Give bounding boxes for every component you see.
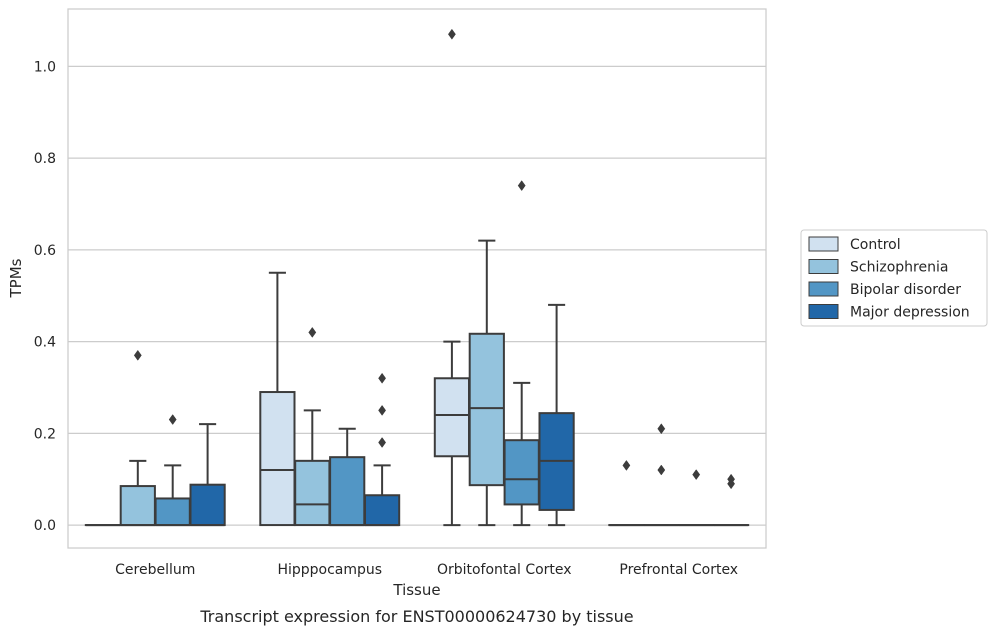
box [643, 423, 680, 527]
y-axis-label: TPMs [7, 258, 25, 298]
box [433, 28, 471, 527]
x-tick-label: Prefrontal Cortex [619, 562, 738, 578]
box-body [189, 483, 226, 527]
legend-item: Major depression [808, 304, 970, 321]
y-tick-label: 0.0 [34, 518, 56, 534]
y-tick-label: 0.6 [34, 243, 56, 259]
box [468, 239, 505, 527]
box [154, 414, 191, 527]
x-tick-label: Cerebellum [115, 562, 195, 578]
gridlines [68, 65, 766, 526]
legend-item: Control [808, 236, 901, 253]
box-body [119, 485, 156, 527]
box-body [433, 377, 471, 458]
box-body [259, 391, 296, 527]
outlier-point [447, 28, 456, 40]
box [712, 473, 750, 527]
box-body [468, 332, 505, 487]
legend-swatch [808, 236, 839, 252]
outlier-point [727, 478, 736, 490]
y-tick-label: 1.0 [34, 59, 56, 75]
legend: Control Schizophrenia Bipolar disorder Majo… [800, 229, 988, 327]
y-axis-ticks: 0.0 0.2 0.4 0.6 0.8 1.0 [34, 59, 56, 534]
x-tick-label: Hipppocampus [277, 562, 382, 578]
box-body [329, 456, 366, 527]
boxes [84, 28, 750, 527]
outlier-point [378, 372, 387, 384]
y-tick-label: 0.4 [34, 335, 56, 351]
legend-swatch [808, 259, 839, 274]
outlier-point [378, 437, 387, 448]
y-tick-label: 0.8 [34, 151, 56, 167]
legend-label: Control [850, 237, 901, 253]
box [538, 303, 575, 527]
box [608, 460, 645, 527]
box-body [294, 459, 331, 527]
legend-frame [800, 229, 988, 327]
chart-caption: Transcript expression for ENST0000062473… [199, 607, 633, 626]
box [259, 271, 296, 527]
legend-swatch [808, 281, 839, 297]
outlier-point [168, 414, 177, 425]
box-body [154, 497, 191, 527]
legend-label: Schizophrenia [850, 260, 948, 276]
box [119, 349, 156, 527]
outlier-point [657, 423, 666, 435]
box [503, 180, 540, 527]
outlier-point [692, 469, 701, 481]
outlier-point [622, 460, 631, 471]
box [294, 326, 331, 527]
box [678, 469, 715, 527]
plot-frame [67, 8, 767, 549]
box-body [363, 494, 401, 527]
box [363, 372, 401, 527]
box [189, 423, 226, 527]
legend-label: Bipolar disorder [850, 282, 961, 298]
outlier-point [378, 404, 387, 416]
legend-item: Schizophrenia [808, 259, 948, 276]
x-axis-label: Tissue [392, 581, 440, 599]
legend-item: Bipolar disorder [808, 281, 961, 298]
x-tick-label: Orbitofontal Cortex [437, 562, 572, 578]
box [329, 427, 366, 527]
outlier-point [657, 464, 666, 476]
y-tick-label: 0.2 [34, 426, 56, 442]
box-body [503, 439, 540, 506]
outlier-point [517, 180, 526, 192]
outlier-point [133, 349, 142, 361]
legend-label: Major depression [850, 305, 970, 321]
legend-items: Control Schizophrenia Bipolar disorder Majo… [808, 236, 970, 321]
outlier-point [308, 326, 317, 338]
legend-swatch [808, 304, 839, 319]
x-axis-ticks: Cerebellum Hipppocampus Orbitofontal Corte… [115, 562, 738, 578]
